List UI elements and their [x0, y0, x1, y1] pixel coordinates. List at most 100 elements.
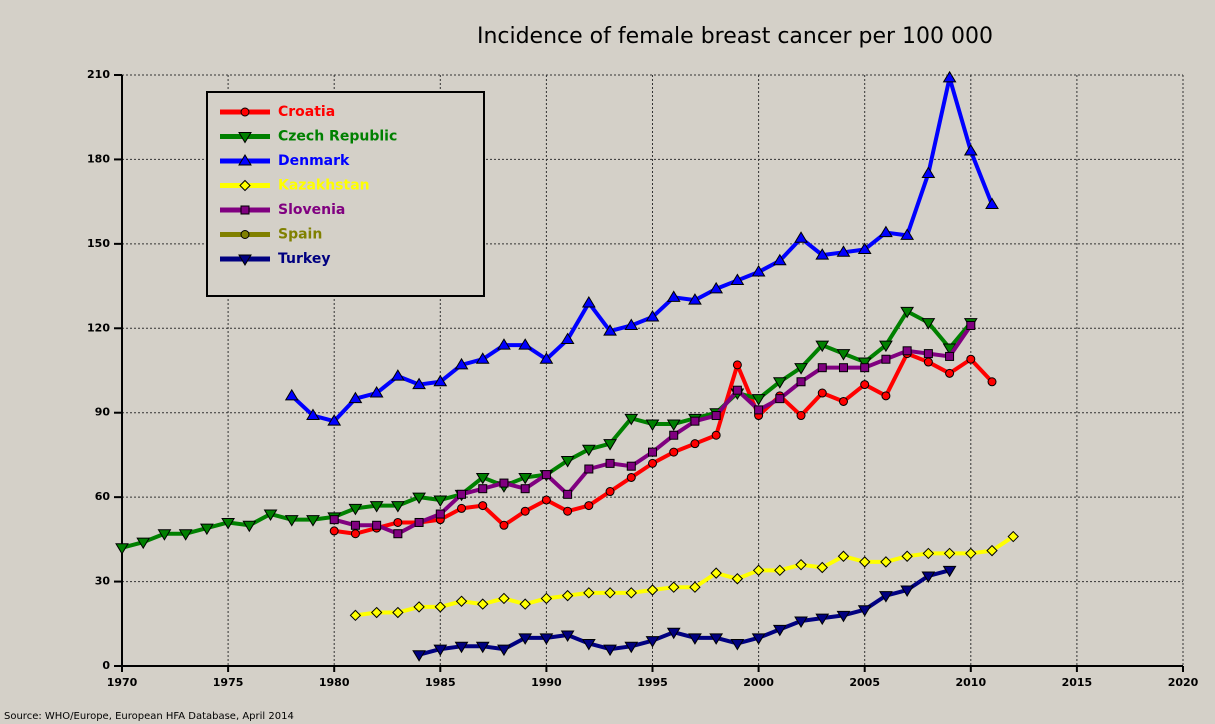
marker — [498, 592, 510, 605]
y-tick-label: 0 — [102, 659, 110, 672]
marker — [520, 506, 530, 516]
marker — [858, 556, 871, 568]
marker — [239, 179, 251, 192]
x-tick-label: 2000 — [743, 676, 774, 689]
marker — [541, 470, 551, 480]
marker — [625, 587, 637, 599]
marker — [605, 487, 615, 497]
marker — [519, 598, 531, 610]
marker — [390, 369, 405, 381]
marker — [584, 464, 594, 474]
marker — [752, 564, 765, 577]
marker — [732, 385, 742, 395]
marker — [688, 293, 702, 305]
marker — [751, 265, 766, 277]
marker — [350, 529, 360, 539]
marker — [393, 517, 403, 527]
marker — [772, 253, 787, 266]
marker — [730, 273, 745, 285]
marker — [921, 166, 936, 178]
marker — [645, 419, 660, 431]
marker — [646, 584, 659, 596]
marker — [626, 461, 636, 471]
marker — [583, 587, 595, 599]
x-tick-label: 1975 — [213, 676, 244, 689]
marker — [433, 495, 448, 507]
marker — [816, 561, 828, 574]
marker — [942, 70, 957, 83]
marker — [1007, 530, 1019, 543]
marker — [392, 606, 404, 619]
y-tick-label: 150 — [87, 237, 110, 250]
marker — [711, 430, 721, 440]
marker — [900, 306, 915, 319]
marker — [457, 489, 467, 499]
marker — [711, 411, 721, 421]
marker — [349, 609, 362, 622]
marker — [603, 439, 617, 451]
marker — [963, 144, 978, 156]
marker — [136, 537, 151, 550]
marker — [624, 318, 639, 330]
marker — [435, 509, 445, 519]
marker — [412, 492, 426, 505]
marker — [560, 456, 575, 468]
marker — [306, 515, 320, 527]
marker — [857, 357, 872, 370]
marker — [690, 439, 700, 449]
legend-label: Croatia — [278, 104, 335, 120]
marker — [240, 107, 250, 117]
y-tick-label: 180 — [87, 152, 110, 165]
marker — [669, 447, 679, 457]
marker — [327, 414, 342, 426]
x-tick-label: 2015 — [1062, 676, 1093, 689]
marker — [965, 547, 977, 560]
legend-box — [206, 91, 485, 297]
marker — [880, 556, 892, 568]
legend-label: Denmark — [278, 153, 350, 169]
marker — [879, 225, 893, 238]
marker — [624, 413, 639, 426]
x-tick-label: 1990 — [531, 676, 562, 689]
marker — [497, 338, 511, 350]
marker — [563, 506, 573, 516]
marker — [412, 377, 426, 390]
marker — [369, 386, 384, 398]
marker — [499, 520, 509, 530]
marker — [945, 351, 955, 361]
marker — [434, 601, 447, 613]
series-line — [290, 75, 994, 424]
marker — [475, 641, 490, 654]
marker — [794, 363, 808, 375]
x-tick-label: 1995 — [637, 676, 668, 689]
marker — [560, 630, 575, 643]
marker — [881, 354, 891, 364]
y-tick-label: 90 — [95, 406, 111, 419]
legend-label: Czech Republic — [278, 129, 397, 145]
marker — [942, 565, 957, 578]
marker — [263, 509, 278, 522]
marker — [815, 613, 830, 626]
marker — [475, 472, 490, 485]
legend-label: Turkey — [278, 251, 330, 267]
marker — [540, 592, 553, 605]
chart-title: Incidence of female breast cancer per 10… — [477, 24, 993, 49]
marker — [520, 484, 530, 494]
marker — [605, 458, 615, 468]
marker — [815, 340, 830, 353]
marker — [900, 228, 915, 240]
marker — [817, 388, 827, 398]
marker — [857, 605, 872, 617]
marker — [730, 638, 745, 651]
marker — [709, 633, 724, 645]
marker — [837, 550, 850, 562]
legend-label: Slovenia — [278, 202, 345, 218]
marker — [477, 598, 489, 610]
marker — [561, 589, 574, 602]
marker — [923, 357, 933, 367]
marker — [475, 352, 490, 364]
marker — [943, 547, 956, 560]
marker — [372, 520, 382, 530]
marker — [754, 405, 764, 415]
marker — [624, 641, 639, 654]
